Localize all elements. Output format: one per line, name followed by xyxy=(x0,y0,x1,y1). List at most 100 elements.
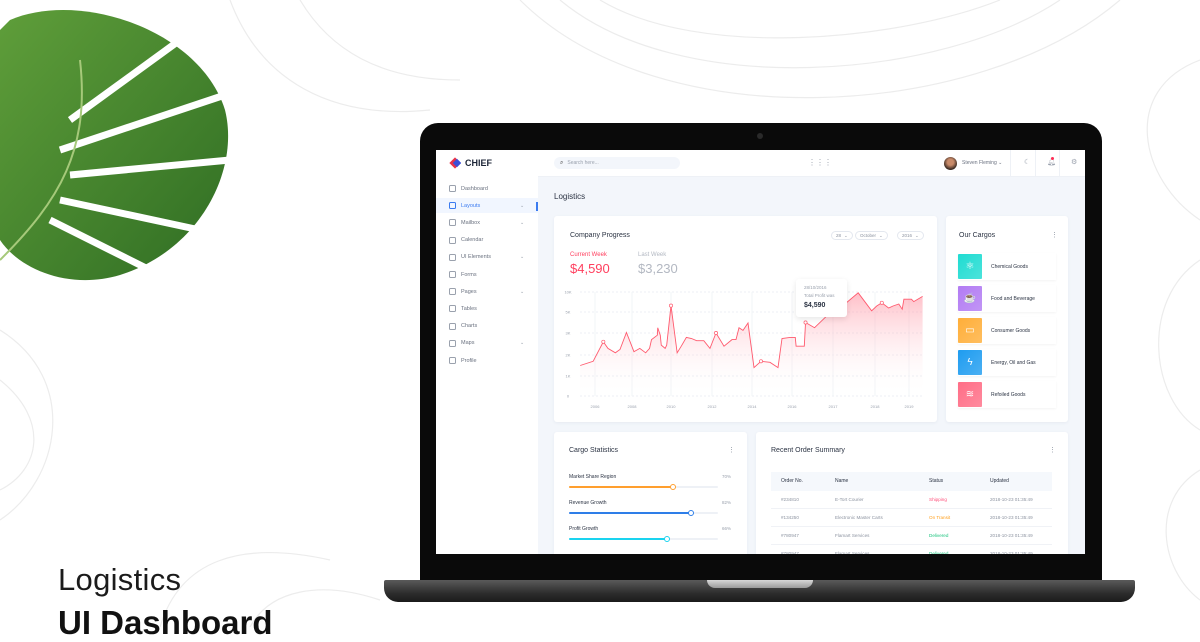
sidebar-item-calendar[interactable]: Calendar xyxy=(436,233,538,248)
sidebar-item-label: Layouts xyxy=(461,202,481,209)
month-select[interactable]: October ⌄ xyxy=(855,231,888,240)
logo[interactable]: CHIEF xyxy=(449,157,492,169)
stat-progress-handle[interactable] xyxy=(670,484,677,490)
cargo-label: Food and Beverage xyxy=(991,295,1035,302)
sidebar-item-pages[interactable]: Pages ⌄ xyxy=(436,284,538,299)
sidebar-item-ui-elements[interactable]: UI Elements ⌄ xyxy=(436,250,538,265)
table-header: Order No. Name Status Updated xyxy=(771,472,1052,491)
more-options-icon[interactable]: ⋮ xyxy=(728,447,735,454)
stat-progress-handle[interactable] xyxy=(664,536,671,542)
column-header: Name xyxy=(835,478,849,484)
dashboard-screen: CHIEF Dashboard Layouts ⌄ Mailbox ⌄ Cale… xyxy=(436,150,1085,554)
sidebar: CHIEF Dashboard Layouts ⌄ Mailbox ⌄ Cale… xyxy=(436,150,538,554)
y-tick-label: 10K xyxy=(564,290,571,295)
cargo-label: Chemical Goods xyxy=(991,263,1028,270)
monstera-leaf-image xyxy=(0,10,231,281)
sidebar-item-mailbox[interactable]: Mailbox ⌄ xyxy=(436,215,538,230)
data-point xyxy=(759,359,763,364)
search-input[interactable]: ⌕ Search here... xyxy=(554,157,680,169)
current-week-label: Current Week xyxy=(570,252,607,258)
top-header: ⌕ Search here... ⋮⋮⋮ Steven Fleming ⌄ ☾ … xyxy=(538,150,1085,177)
stat-progress-handle[interactable] xyxy=(688,510,695,516)
tooltip-value: $4,590 xyxy=(804,302,826,309)
sidebar-item-forms[interactable]: Forms xyxy=(436,267,538,282)
stat-label: Revenue Growth xyxy=(569,500,607,506)
sidebar-item-charts[interactable]: Charts xyxy=(436,319,538,334)
charts-icon xyxy=(449,322,456,330)
chevron-down-icon: ⌄ xyxy=(520,219,525,226)
card-title: Our Cargos xyxy=(959,232,996,239)
chart-tooltip: 28/10/2016 Total Profit was $4,590 xyxy=(796,279,847,317)
more-options-icon[interactable]: ⋮ xyxy=(1049,447,1056,454)
database-icon: ≋ xyxy=(958,382,982,407)
cargo-item[interactable]: ϟ Energy, Oil and Gas xyxy=(958,349,1056,376)
gear-icon[interactable]: ⚙ xyxy=(1071,159,1078,166)
cargo-item[interactable]: ≋ Refoiled Goods xyxy=(958,381,1056,408)
pages-icon xyxy=(449,288,456,296)
column-header: Order No. xyxy=(781,478,803,484)
y-tick-label: 0 xyxy=(567,394,570,399)
cargo-label: Consumer Goods xyxy=(991,327,1031,334)
table-row[interactable]: #780947 Flamart Services Delivered 2018-… xyxy=(771,545,1052,554)
order-updated: 2018-10-23 01:35:49 xyxy=(990,515,1033,520)
stat-progress-fill xyxy=(569,486,674,488)
cargo-item[interactable]: ⚛ Chemical Goods xyxy=(958,253,1056,280)
progress-chart: 0 1K 2K 3K 5K 10K 2006 2008 2010 2012 2014 2016 2017… xyxy=(564,290,923,409)
chevron-down-icon: ⌄ xyxy=(520,202,525,209)
card-title: Cargo Statistics xyxy=(569,447,619,454)
divider xyxy=(1010,150,1011,177)
notification-dot xyxy=(1051,157,1054,160)
more-options-icon[interactable]: ⋮ xyxy=(1051,232,1058,239)
order-updated: 2018-10-23 01:35:49 xyxy=(990,551,1033,554)
sidebar-item-layouts[interactable]: Layouts ⌄ xyxy=(436,198,538,214)
x-tick-label: 2010 xyxy=(667,404,677,409)
sidebar-item-profile[interactable]: Profile xyxy=(436,353,538,368)
select-value: 2016 xyxy=(902,233,913,238)
forms-icon xyxy=(449,271,456,278)
sidebar-item-label: Maps xyxy=(461,340,475,347)
stat-progress-bar xyxy=(569,536,718,542)
table-row[interactable]: #234810 E-Tort Courier Shipping 2018-10-… xyxy=(771,491,1052,509)
chevron-down-icon: ⌄ xyxy=(998,160,1003,166)
moon-icon[interactable]: ☾ xyxy=(1024,159,1031,166)
layouts-icon xyxy=(449,202,456,210)
apps-grid-icon[interactable]: ⋮⋮⋮ xyxy=(808,158,832,167)
search-icon: ⌕ xyxy=(560,159,564,166)
x-tick-label: 2017 xyxy=(829,404,839,409)
order-name: E-Tort Courier xyxy=(835,497,864,502)
laptop-notch xyxy=(707,580,813,588)
sidebar-item-tables[interactable]: Tables xyxy=(436,301,538,316)
user-menu[interactable]: Steven Fleming ⌄ xyxy=(962,160,1002,166)
year-select[interactable]: 2016 ⌄ xyxy=(897,231,924,240)
avatar[interactable] xyxy=(944,157,957,170)
sidebar-item-label: Tables xyxy=(461,305,477,312)
chart-line xyxy=(580,292,923,369)
box-icon: ▭ xyxy=(958,318,982,343)
data-point xyxy=(879,300,884,305)
sidebar-item-maps[interactable]: Maps ⌄ xyxy=(436,336,538,351)
divider xyxy=(1059,150,1060,177)
bell-icon[interactable]: 🔔︎ xyxy=(1047,157,1056,166)
select-value: 28 xyxy=(836,233,842,238)
table-row[interactable]: #780947 Flamart Services Delivered 2018-… xyxy=(771,527,1052,545)
divider xyxy=(1035,150,1036,177)
dashboard-icon xyxy=(449,185,456,192)
sidebar-item-label: Pages xyxy=(461,288,477,295)
sidebar-item-dashboard[interactable]: Dashboard xyxy=(436,181,538,196)
brand-name: CHIEF xyxy=(465,158,492,168)
card-title: Company Progress xyxy=(570,232,630,239)
cargo-item[interactable]: ☕ Food and Beverage xyxy=(958,285,1056,312)
order-number: #780947 xyxy=(781,551,799,554)
status-badge: On Transit xyxy=(929,515,951,520)
promo-title: Logistics xyxy=(58,562,182,597)
day-select[interactable]: 28 ⌄ xyxy=(831,231,853,240)
recent-order-summary-card: Recent Order Summary ⋮ Order No. Name St… xyxy=(756,432,1068,554)
table-row[interactable]: #134250 Electronic Master Carts On Trans… xyxy=(771,509,1052,527)
x-tick-label: 2016 xyxy=(788,404,798,409)
column-header: Status xyxy=(929,478,944,484)
order-updated: 2018-10-23 01:35:49 xyxy=(990,497,1033,502)
chevron-down-icon: ⌄ xyxy=(520,254,525,261)
sidebar-item-label: Charts xyxy=(461,323,478,330)
cargo-item[interactable]: ▭ Consumer Goods xyxy=(958,317,1056,344)
chart-area xyxy=(580,292,923,396)
